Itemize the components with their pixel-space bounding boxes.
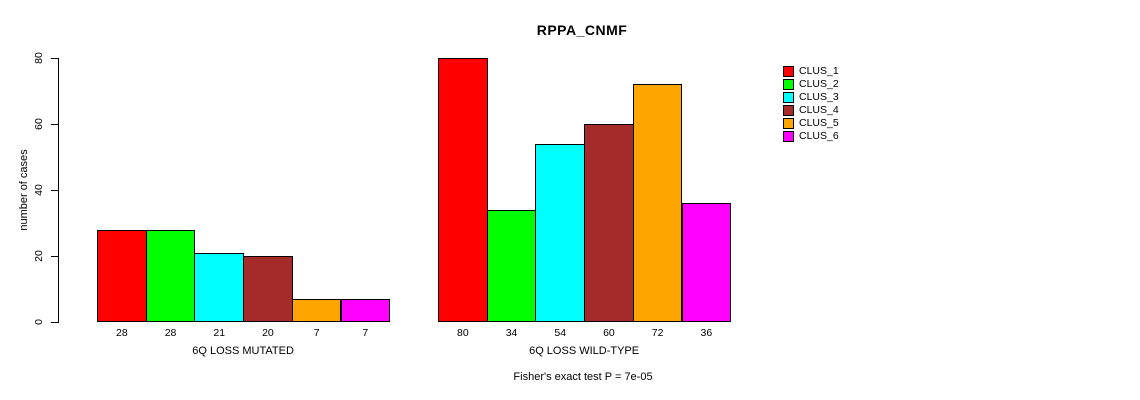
bar-value-label: 21: [213, 327, 226, 339]
bar-value-label: 80: [457, 327, 469, 339]
legend-swatch-clus_2: [783, 79, 794, 90]
legend-row: CLUS_3: [783, 91, 839, 104]
legend-label: CLUS_4: [799, 104, 839, 116]
bar-value-label: 7: [313, 327, 320, 339]
bar-clus_3-group1: [194, 252, 245, 322]
legend-row: CLUS_1: [783, 65, 839, 78]
bar-value-label: 34: [505, 327, 518, 339]
bar-clus_6-group2: [681, 203, 732, 322]
y-axis-label: number of cases: [18, 149, 30, 231]
y-tick: [51, 124, 58, 125]
bar-value-label: 36: [700, 327, 713, 339]
chart-title: RPPA_CNMF: [536, 22, 628, 38]
y-axis-line: [58, 58, 59, 323]
bar-clus_2-group2: [486, 209, 537, 322]
bar-clus_1-group2: [438, 58, 488, 322]
bar-clus_6-group1: [340, 298, 391, 322]
legend-label: CLUS_3: [799, 91, 839, 103]
bar-value-label: 7: [362, 327, 369, 339]
legend-label: CLUS_1: [799, 65, 839, 77]
legend-swatch-clus_3: [783, 92, 794, 103]
legend-row: CLUS_4: [783, 104, 839, 117]
y-tick: [51, 322, 58, 323]
y-tick-label: 0: [33, 319, 45, 325]
legend-label: CLUS_5: [799, 117, 839, 129]
bar-clus_5-group2: [632, 84, 683, 322]
legend-swatch-clus_4: [783, 105, 794, 116]
y-tick-label: 80: [33, 52, 45, 64]
bar-clus_4-group1: [243, 256, 293, 322]
legend-row: CLUS_5: [783, 117, 839, 130]
y-tick: [51, 58, 58, 59]
legend-label: CLUS_6: [799, 130, 839, 142]
x-axis-group-label: 6Q LOSS MUTATED: [192, 345, 294, 357]
bar-value-label: 72: [651, 327, 664, 339]
legend-row: CLUS_2: [783, 78, 839, 91]
legend: CLUS_1 CLUS_2 CLUS_3 CLUS_4 CLUS_5 CLUS_6: [783, 65, 839, 143]
bar-clus_1-group1: [97, 229, 147, 322]
y-tick-label: 20: [33, 250, 45, 262]
y-tick-label: 60: [33, 118, 45, 130]
legend-swatch-clus_1: [783, 66, 794, 77]
legend-swatch-clus_6: [783, 131, 794, 142]
bar-value-label: 60: [603, 327, 615, 339]
y-tick-label: 40: [33, 184, 45, 196]
bar-value-label: 28: [164, 327, 177, 339]
bar-clus_5-group1: [291, 298, 342, 322]
y-tick: [51, 190, 58, 191]
bar-clus_3-group2: [535, 143, 586, 322]
bar-clus_4-group2: [584, 124, 634, 322]
x-axis-group-label: 6Q LOSS WILD-TYPE: [529, 345, 640, 357]
bar-value-label: 20: [262, 327, 274, 339]
bar-clus_2-group1: [145, 229, 196, 322]
y-tick: [51, 256, 58, 257]
legend-label: CLUS_2: [799, 78, 839, 90]
legend-row: CLUS_6: [783, 130, 839, 143]
bar-value-label: 28: [116, 327, 128, 339]
legend-swatch-clus_5: [783, 118, 794, 129]
bar-value-label: 54: [554, 327, 567, 339]
annotation-text: Fisher's exact test P = 7e-05: [513, 371, 653, 383]
